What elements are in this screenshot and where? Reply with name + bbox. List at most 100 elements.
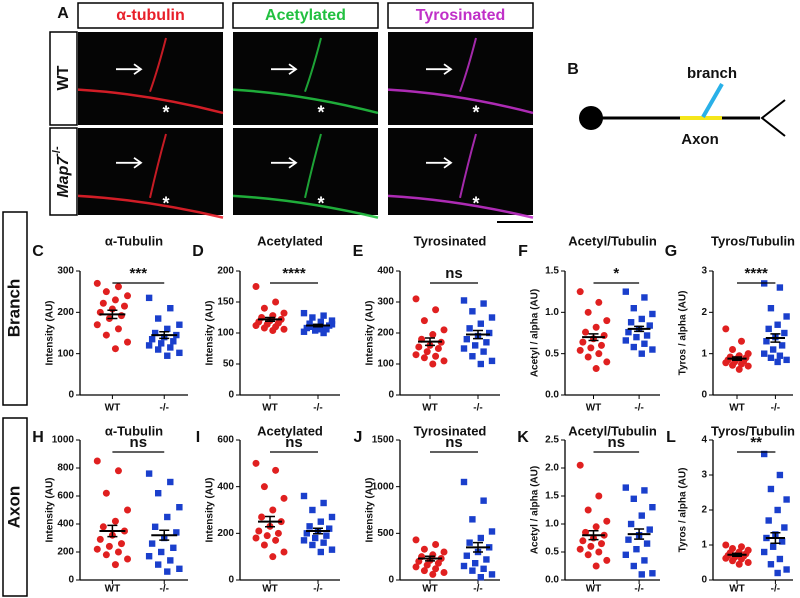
data-point (432, 541, 440, 549)
row-label: Map7-/- (51, 146, 72, 198)
data-point (597, 540, 605, 548)
significance-label: * (613, 265, 619, 282)
data-point (774, 358, 781, 366)
data-point (111, 345, 119, 353)
micrograph (388, 32, 533, 125)
data-point (274, 529, 282, 537)
data-point (154, 315, 162, 322)
data-point (622, 551, 629, 558)
data-point (309, 314, 316, 321)
data-point (300, 328, 308, 335)
micrograph (233, 32, 378, 125)
y-tick-label: 0.0 (545, 390, 559, 401)
data-point (649, 570, 656, 577)
y-tick-label: 0.5 (545, 348, 559, 359)
data-point (124, 338, 132, 346)
data-point (767, 305, 775, 312)
data-point (326, 525, 333, 532)
data-point (93, 545, 101, 553)
data-point (735, 560, 743, 568)
chart-title: Acetyl/Tubulin (568, 423, 657, 438)
data-point (309, 541, 316, 549)
data-point (576, 346, 584, 354)
data-point (763, 338, 770, 345)
data-point (303, 530, 310, 537)
data-point (460, 297, 468, 304)
branch-signal (149, 133, 167, 199)
y-tick-label: 0 (701, 390, 707, 401)
data-point (735, 365, 743, 373)
data-point (460, 345, 468, 352)
data-point (300, 537, 308, 544)
data-point (260, 483, 268, 491)
data-point (622, 337, 629, 344)
significance-label: ns (608, 434, 626, 451)
data-point (776, 555, 784, 563)
data-point (729, 557, 737, 565)
data-point (592, 523, 600, 531)
row-label: WT (55, 65, 72, 90)
y-tick-label: 0 (68, 575, 74, 586)
data-point (480, 300, 487, 307)
data-point (272, 466, 280, 474)
error-bar (732, 356, 742, 362)
data-point (176, 504, 183, 511)
y-tick-label: 1.5 (545, 491, 559, 502)
significance-label: ** (750, 434, 762, 451)
data-point (774, 569, 781, 577)
arrow-head (288, 157, 298, 169)
data-point (486, 329, 493, 337)
data-point (643, 332, 651, 339)
data-point (595, 548, 603, 556)
asterisk: * (472, 103, 479, 123)
data-point (167, 478, 174, 486)
data-point (463, 552, 470, 559)
data-point (463, 336, 470, 343)
x-tick-label: WT (422, 584, 438, 595)
data-point (124, 292, 132, 300)
data-point (579, 537, 587, 545)
data-point (633, 333, 640, 341)
panel-letter: I (196, 429, 200, 446)
data-point (102, 288, 110, 296)
micrograph (388, 128, 533, 215)
x-tick-label: WT (729, 584, 745, 595)
data-point (280, 548, 288, 556)
branch-line (701, 83, 724, 118)
data-point (432, 565, 440, 573)
arrow-head (133, 63, 143, 75)
data-point (483, 339, 490, 346)
y-tick-label: 0.5 (545, 547, 559, 558)
data-point (722, 325, 730, 333)
panel-letter: D (192, 243, 204, 260)
data-point (309, 323, 316, 330)
y-tick-label: 150 (217, 297, 234, 308)
x-tick-label: -/- (473, 403, 482, 414)
branch-signal (149, 37, 167, 92)
data-point (328, 317, 336, 324)
data-point (630, 495, 637, 502)
data-point (587, 542, 595, 550)
data-point (280, 325, 288, 333)
y-axis-label: Intensity (AU) (45, 478, 56, 543)
y-axis-label: Tyros / alpha (AU) (678, 291, 689, 376)
data-point (320, 312, 327, 319)
data-point (170, 544, 177, 551)
data-point (429, 570, 437, 578)
data-point (477, 574, 484, 581)
data-point (737, 543, 745, 551)
data-point (415, 557, 423, 565)
data-point (477, 534, 484, 542)
data-point (641, 340, 648, 347)
y-tick-label: 1.0 (545, 307, 559, 318)
error-bar (770, 532, 781, 544)
y-tick-label: 300 (377, 297, 394, 308)
y-tick-label: 0 (68, 390, 74, 401)
data-point (93, 279, 101, 287)
column-header: Tyrosinated (416, 7, 506, 24)
data-point (420, 354, 428, 362)
data-point (576, 288, 584, 296)
data-point (102, 551, 110, 559)
y-tick-label: 1500 (372, 435, 395, 446)
data-point (148, 336, 156, 343)
